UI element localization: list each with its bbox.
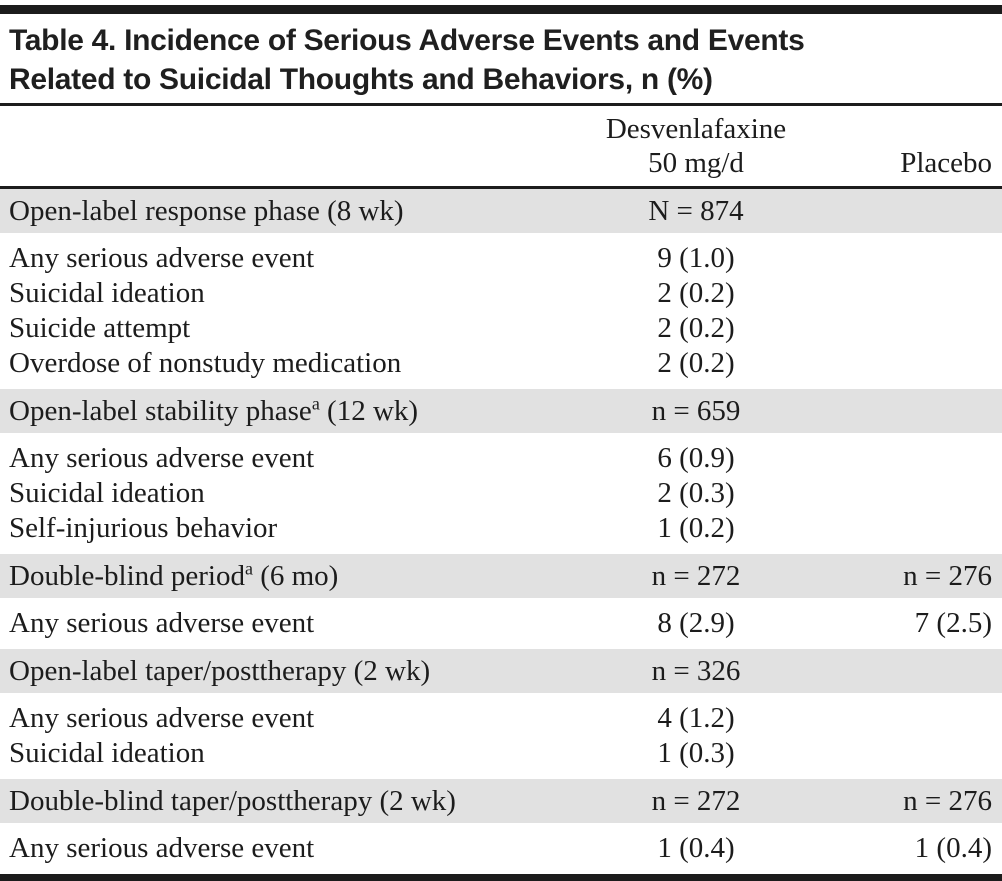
- table-row: Any serious adverse event 1 (0.4) 1 (0.4…: [0, 831, 1002, 866]
- table-row: Any serious adverse event 8 (2.9) 7 (2.5…: [0, 606, 1002, 641]
- section-header-label: Double-blind perioda (6 mo): [9, 557, 339, 592]
- section-n-desvenlafaxine: N = 874: [648, 194, 744, 227]
- section-header-label: Double-blind taper/posttherapy (2 wk): [9, 784, 456, 817]
- row-label: Any serious adverse event: [9, 442, 315, 474]
- desvenlafaxine-value: 6 (0.9): [657, 442, 735, 474]
- section-header-row: Double-blind taper/posttherapy (2 wk) n …: [0, 779, 1002, 823]
- row-label: Suicidal ideation: [9, 277, 205, 309]
- section-n-desvenlafaxine: n = 272: [651, 559, 741, 592]
- section-n-desvenlafaxine: n = 326: [651, 654, 741, 687]
- table-title-line1: Table 4. Incidence of Serious Adverse Ev…: [9, 24, 805, 57]
- table-row: Suicidal ideation 2 (0.2): [0, 276, 1002, 311]
- section-rows: Any serious adverse event 9 (1.0) Suicid…: [0, 233, 1002, 389]
- table-row: Self-injurious behavior 1 (0.2): [0, 511, 1002, 546]
- footnote-marker: a: [311, 392, 320, 413]
- section-n-desvenlafaxine: n = 659: [651, 394, 741, 427]
- row-label: Suicide attempt: [9, 312, 191, 344]
- row-label: Any serious adverse event: [9, 607, 315, 639]
- table-row: Suicide attempt 2 (0.2): [0, 311, 1002, 346]
- column-header-treatment-line1: Desvenlafaxine: [605, 113, 787, 145]
- section-n-placebo: n = 276: [903, 784, 992, 817]
- column-header-treatment-line2: 50 mg/d: [648, 147, 744, 179]
- desvenlafaxine-value: 1 (0.4): [657, 832, 735, 864]
- section-n-desvenlafaxine: n = 272: [651, 784, 741, 817]
- table-title: Table 4. Incidence of Serious Adverse Ev…: [0, 14, 1002, 103]
- top-rule: [0, 5, 1002, 14]
- row-label: Any serious adverse event: [9, 242, 315, 274]
- section-header-label: Open-label stability phasea (12 wk): [9, 392, 419, 427]
- table-row: Any serious adverse event 4 (1.2): [0, 701, 1002, 736]
- table-title-line2: Related to Suicidal Thoughts and Behavio…: [9, 63, 713, 96]
- section-header-row: Open-label response phase (8 wk) N = 874: [0, 189, 1002, 233]
- footnote-marker: a: [244, 557, 253, 578]
- column-header-placebo: Placebo: [900, 147, 992, 179]
- header-rule: [0, 186, 1002, 189]
- table-row: Suicidal ideation 2 (0.3): [0, 476, 1002, 511]
- section-rows: Any serious adverse event 8 (2.9) 7 (2.5…: [0, 598, 1002, 649]
- desvenlafaxine-value: 8 (2.9): [657, 607, 735, 639]
- section-rows: Any serious adverse event 4 (1.2) Suicid…: [0, 693, 1002, 779]
- table-row: Overdose of nonstudy medication 2 (0.2): [0, 346, 1002, 381]
- placebo-value: 7 (2.5): [914, 607, 992, 639]
- table-row: Any serious adverse event 9 (1.0): [0, 241, 1002, 276]
- desvenlafaxine-value: 9 (1.0): [657, 242, 735, 274]
- desvenlafaxine-value: 1 (0.2): [657, 512, 735, 544]
- desvenlafaxine-value: 2 (0.3): [657, 477, 735, 509]
- desvenlafaxine-value: 4 (1.2): [657, 702, 735, 734]
- section-n-placebo: n = 276: [903, 559, 992, 592]
- table-row: Suicidal ideation 1 (0.3): [0, 736, 1002, 771]
- title-rule: [0, 103, 1002, 106]
- row-label: Suicidal ideation: [9, 477, 205, 509]
- table-container: Table 4. Incidence of Serious Adverse Ev…: [0, 5, 1002, 881]
- desvenlafaxine-value: 1 (0.3): [657, 737, 735, 769]
- row-label: Self-injurious behavior: [9, 512, 278, 544]
- desvenlafaxine-value: 2 (0.2): [657, 347, 735, 379]
- bottom-rule: [0, 874, 1002, 881]
- desvenlafaxine-value: 2 (0.2): [657, 277, 735, 309]
- section-rows: Any serious adverse event 6 (0.9) Suicid…: [0, 433, 1002, 554]
- placebo-value: 1 (0.4): [914, 832, 992, 864]
- desvenlafaxine-value: 2 (0.2): [657, 312, 735, 344]
- section-header-row: Double-blind perioda (6 mo) n = 272 n = …: [0, 554, 1002, 598]
- section-header-row: Open-label taper/posttherapy (2 wk) n = …: [0, 649, 1002, 693]
- row-label: Suicidal ideation: [9, 737, 205, 769]
- column-header-treatment: Desvenlafaxine 50 mg/d: [590, 112, 802, 180]
- section-header-label: Open-label response phase (8 wk): [9, 194, 404, 227]
- section-rows: Any serious adverse event 1 (0.4) 1 (0.4…: [0, 823, 1002, 874]
- row-label: Overdose of nonstudy medication: [9, 347, 402, 379]
- section-header-label: Open-label taper/posttherapy (2 wk): [9, 654, 431, 687]
- section-header-row: Open-label stability phasea (12 wk) n = …: [0, 389, 1002, 433]
- row-label: Any serious adverse event: [9, 832, 315, 864]
- row-label: Any serious adverse event: [9, 702, 315, 734]
- column-header-row: Desvenlafaxine 50 mg/d Placebo: [0, 106, 1002, 186]
- table-row: Any serious adverse event 6 (0.9): [0, 441, 1002, 476]
